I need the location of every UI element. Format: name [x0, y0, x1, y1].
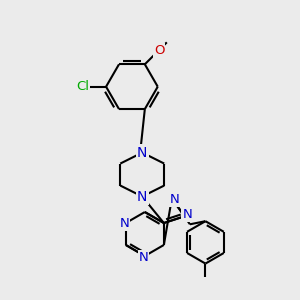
Text: N: N — [169, 193, 179, 206]
Text: N: N — [139, 251, 148, 264]
Text: N: N — [182, 208, 192, 221]
Text: N: N — [137, 190, 147, 203]
Text: N: N — [137, 146, 147, 160]
Text: O: O — [154, 44, 164, 57]
Text: N: N — [120, 217, 129, 230]
Text: Cl: Cl — [76, 80, 89, 93]
